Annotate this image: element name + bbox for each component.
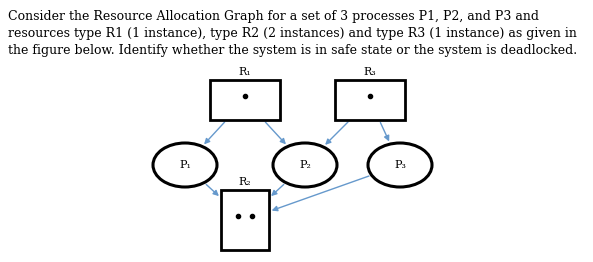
- Text: R₃: R₃: [364, 67, 377, 77]
- Text: resources type R1 (1 instance), type R2 (2 instances) and type R3 (1 instance) a: resources type R1 (1 instance), type R2 …: [8, 27, 577, 40]
- Text: P₃: P₃: [394, 160, 406, 170]
- Text: the figure below. Identify whether the system is in safe state or the system is : the figure below. Identify whether the s…: [8, 44, 577, 57]
- Bar: [210, 80, 280, 120]
- Bar: [221, 190, 269, 250]
- Text: P₂: P₂: [299, 160, 311, 170]
- Text: R₁: R₁: [239, 67, 251, 77]
- Ellipse shape: [273, 143, 337, 187]
- Ellipse shape: [368, 143, 432, 187]
- Ellipse shape: [153, 143, 217, 187]
- Text: Consider the Resource Allocation Graph for a set of 3 processes P1, P2, and P3 a: Consider the Resource Allocation Graph f…: [8, 10, 539, 23]
- Bar: [335, 80, 405, 120]
- Text: R₂: R₂: [239, 177, 251, 187]
- Text: P₁: P₁: [179, 160, 191, 170]
